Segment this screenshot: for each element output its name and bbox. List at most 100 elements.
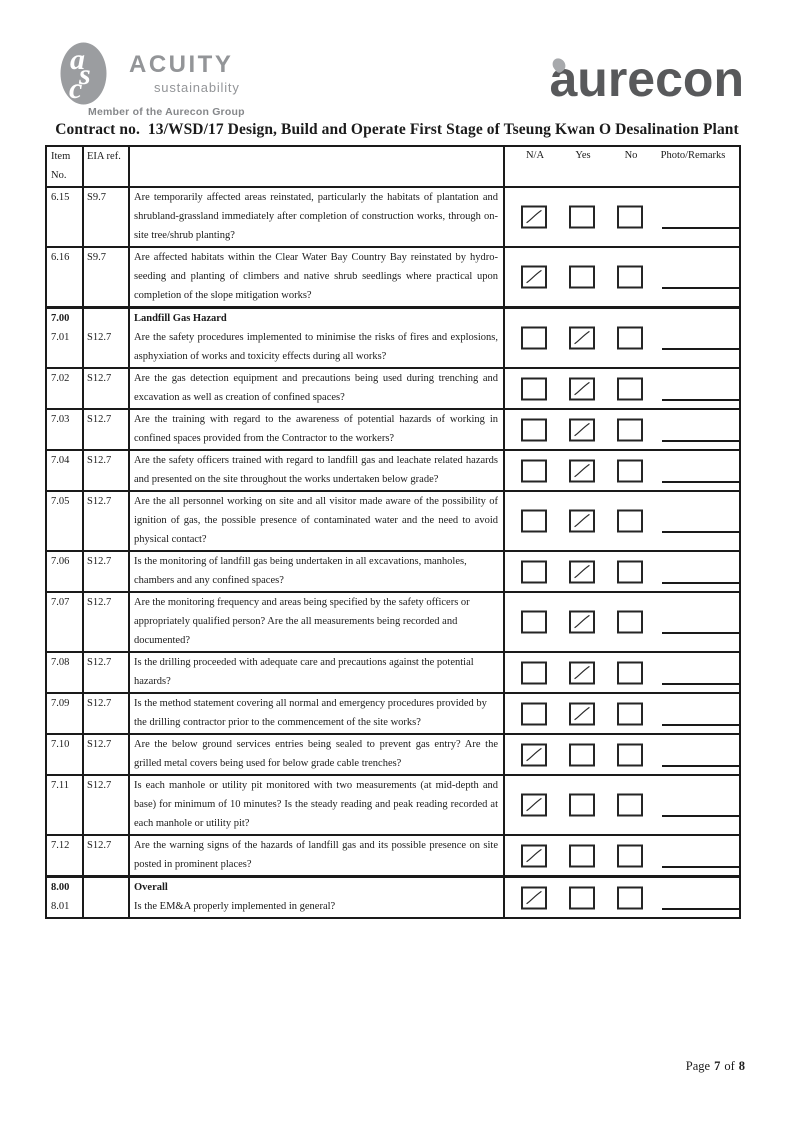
photo-remarks-line[interactable]	[662, 682, 740, 685]
photo-remarks-line[interactable]	[662, 632, 740, 634]
question-text: Are the gas detection equipment and prec…	[134, 373, 498, 403]
checkbox-yes[interactable]	[569, 661, 595, 684]
checkbox-no[interactable]	[617, 743, 643, 766]
acuity-logo: a s c ACUITY sustainability Member of th…	[60, 42, 290, 118]
section-title: Landfill Gas Hazard	[134, 313, 227, 324]
photo-remarks-line[interactable]	[662, 723, 740, 726]
table-row: 7.02 S12.7 Are the gas detection equipme…	[47, 367, 740, 408]
checkbox-yes[interactable]	[569, 886, 595, 909]
checkbox-na[interactable]	[521, 326, 547, 350]
checkbox-na[interactable]	[521, 418, 547, 441]
checkbox-na[interactable]	[521, 793, 547, 817]
checkbox-yes[interactable]	[569, 844, 595, 867]
checkbox-na[interactable]	[521, 844, 547, 867]
check-mark-icon	[574, 422, 590, 436]
checkbox-yes[interactable]	[569, 610, 595, 634]
col-header-photo-remarks: Photo/Remarks	[660, 150, 726, 161]
acuity-subtitle: sustainability	[154, 80, 240, 95]
check-mark-icon	[574, 706, 590, 720]
col-header-question	[130, 147, 505, 186]
eia-ref: S12.7	[84, 492, 130, 550]
checkbox-na[interactable]	[521, 886, 547, 909]
checkbox-no[interactable]	[617, 560, 643, 583]
checkbox-yes[interactable]	[569, 205, 595, 229]
checkbox-na[interactable]	[521, 560, 547, 583]
checkbox-no[interactable]	[617, 702, 643, 725]
svg-text:a: a	[70, 43, 85, 76]
footer-of-word: of	[724, 1059, 735, 1073]
checkbox-na[interactable]	[521, 743, 547, 766]
question-text: Are the all personnel working on site an…	[134, 496, 498, 545]
check-mark-icon	[574, 614, 590, 629]
check-mark-icon	[526, 848, 542, 862]
eia-ref	[84, 878, 130, 917]
check-mark-icon	[526, 797, 542, 812]
footer-page-total: 8	[738, 1059, 745, 1073]
checkbox-no[interactable]	[617, 418, 643, 441]
section-title: Overall	[134, 882, 168, 893]
checkbox-yes[interactable]	[569, 459, 595, 482]
photo-remarks-line[interactable]	[662, 815, 740, 817]
checkbox-na[interactable]	[521, 509, 547, 533]
checkbox-yes[interactable]	[569, 743, 595, 766]
question-text: Is the monitoring of landfill gas being …	[134, 556, 467, 586]
item-no: 7.08	[51, 657, 70, 668]
photo-remarks-line[interactable]	[662, 227, 740, 229]
eia-ref: S12.7	[84, 653, 130, 692]
checkbox-na[interactable]	[521, 265, 547, 289]
checkbox-no[interactable]	[617, 265, 643, 289]
photo-remarks-line[interactable]	[662, 480, 740, 483]
checkbox-no[interactable]	[617, 886, 643, 909]
check-mark-icon	[574, 564, 590, 578]
checkbox-na[interactable]	[521, 661, 547, 684]
checkbox-yes[interactable]	[569, 560, 595, 583]
checkbox-yes[interactable]	[569, 793, 595, 817]
col-header-item-line2: No.	[51, 170, 67, 181]
checkbox-yes[interactable]	[569, 377, 595, 400]
checkbox-yes[interactable]	[569, 418, 595, 441]
checkbox-na[interactable]	[521, 459, 547, 482]
eia-ref: S12.7	[84, 776, 130, 834]
checkbox-no[interactable]	[617, 459, 643, 482]
table-body: 6.15 S9.7 Are temporarily affected areas…	[47, 186, 740, 917]
checkbox-yes[interactable]	[569, 265, 595, 289]
checkbox-na[interactable]	[521, 377, 547, 400]
photo-remarks-line[interactable]	[662, 531, 740, 533]
photo-remarks-line[interactable]	[662, 865, 740, 868]
table-row: 7.09 S12.7 Is the method statement cover…	[47, 692, 740, 733]
photo-remarks-line[interactable]	[662, 398, 740, 401]
checkbox-yes[interactable]	[569, 702, 595, 725]
checkbox-yes[interactable]	[569, 509, 595, 533]
checkbox-no[interactable]	[617, 661, 643, 684]
checkbox-na[interactable]	[521, 610, 547, 634]
question-text: Are the below ground services entries be…	[134, 739, 498, 769]
checkbox-no[interactable]	[617, 793, 643, 817]
acuity-wordmark: ACUITY	[129, 51, 234, 78]
checkbox-no[interactable]	[617, 205, 643, 229]
check-mark-icon	[574, 381, 590, 395]
svg-text:s: s	[78, 58, 91, 91]
item-no: 7.07	[51, 597, 70, 608]
checkbox-na[interactable]	[521, 205, 547, 229]
item-no: 7.12	[51, 840, 70, 851]
table-row: 7.04 S12.7 Are the safety officers train…	[47, 449, 740, 490]
photo-remarks-line[interactable]	[662, 764, 740, 767]
table-row: 6.15 S9.7 Are temporarily affected areas…	[47, 186, 740, 246]
svg-text:c: c	[69, 72, 82, 105]
checkbox-no[interactable]	[617, 844, 643, 867]
checklist-table: Item No. EIA ref. N/A Yes No Photo/Remar…	[45, 145, 741, 919]
checkbox-yes[interactable]	[569, 326, 595, 350]
checkbox-no[interactable]	[617, 326, 643, 350]
checkbox-no[interactable]	[617, 377, 643, 400]
photo-remarks-line[interactable]	[662, 287, 740, 289]
photo-remarks-line[interactable]	[662, 907, 740, 910]
photo-remarks-line[interactable]	[662, 348, 740, 350]
checkbox-no[interactable]	[617, 509, 643, 533]
checkbox-no[interactable]	[617, 610, 643, 634]
footer-page-word: Page	[685, 1059, 711, 1073]
checkbox-na[interactable]	[521, 702, 547, 725]
photo-remarks-line[interactable]	[662, 439, 740, 442]
item-no: 7.09	[51, 698, 70, 709]
photo-remarks-line[interactable]	[662, 581, 740, 584]
